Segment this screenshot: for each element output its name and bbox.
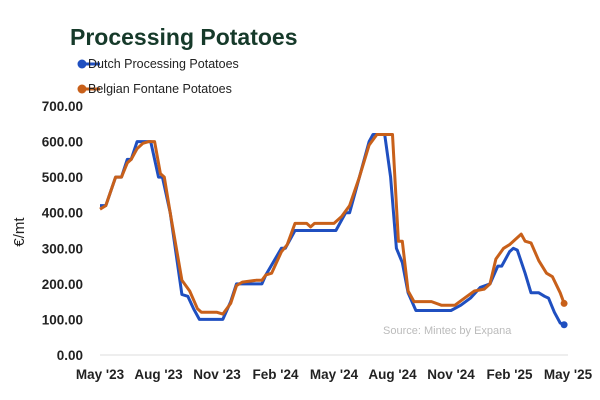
legend-label-dutch: Dutch Processing Potatoes [88, 57, 239, 71]
x-tick-label: Nov '24 [427, 367, 475, 382]
y-tick-label: 100.00 [42, 312, 83, 327]
y-tick-label: 700.00 [42, 99, 83, 114]
legend-marker-dutch [77, 59, 87, 69]
legend-marker-belgian [77, 84, 87, 94]
legend: Dutch Processing Potatoes Belgian Fontan… [77, 57, 239, 96]
legend-label-belgian: Belgian Fontane Potatoes [88, 82, 232, 96]
source-note: Source: Mintec by Expana [383, 325, 512, 337]
y-tick-label: 0.00 [57, 348, 83, 363]
y-tick-label: 400.00 [42, 206, 83, 221]
series-end-marker [560, 299, 568, 307]
x-tick-label: Nov '23 [193, 367, 241, 382]
series-line-dutch [100, 133, 565, 327]
y-tick-label: 200.00 [42, 277, 83, 292]
x-tick-label: Aug '24 [368, 367, 417, 382]
series-end-marker [560, 321, 568, 329]
chart-title: Processing Potatoes [70, 24, 298, 50]
y-tick-label: 300.00 [42, 241, 83, 256]
x-tick-label: Aug '23 [134, 367, 183, 382]
x-tick-label: Feb '24 [253, 367, 299, 382]
x-tick-label: May '23 [76, 367, 125, 382]
x-tick-label: May '25 [544, 367, 593, 382]
x-tick-label: Feb '25 [487, 367, 533, 382]
y-tick-label: 600.00 [42, 135, 83, 150]
series-line-belgian [99, 133, 566, 316]
y-axis-label: €/mt [11, 217, 28, 247]
x-tick-label: May '24 [310, 367, 359, 382]
y-tick-label: 500.00 [42, 170, 83, 185]
